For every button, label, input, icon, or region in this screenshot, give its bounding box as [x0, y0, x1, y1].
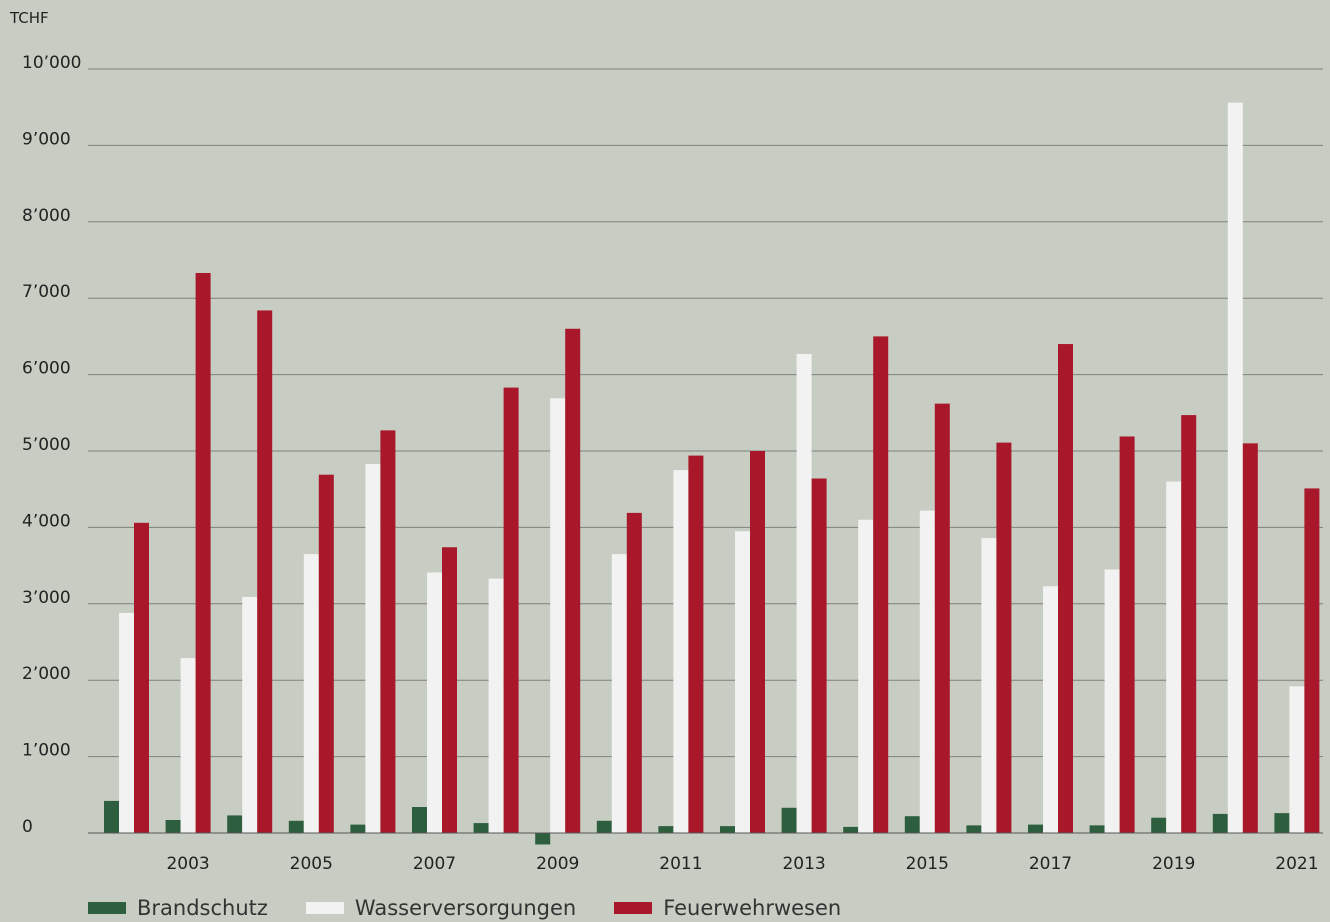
legend: Brandschutz Wasserversorgungen Feuerwehr…: [88, 896, 879, 920]
bar-feuerwehrwesen-2003: [195, 272, 211, 833]
bar-brandschutz-2006: [350, 824, 366, 833]
x-tick-label: 2013: [782, 854, 825, 874]
bar-brandschutz-2011: [658, 826, 674, 833]
bar-wasserversorgungen-2014: [858, 519, 874, 833]
bar-wasserversorgungen-2002: [119, 612, 134, 833]
x-tick-label: 2015: [906, 854, 949, 874]
bar-wasserversorgungen-2013: [796, 353, 812, 833]
gridlines: [88, 68, 1323, 758]
x-tick-label: 2011: [659, 854, 702, 874]
legend-swatch-feuerwehrwesen: [614, 902, 653, 914]
bar-feuerwehrwesen-2006: [380, 430, 396, 833]
bar-brandschutz-2015: [904, 816, 920, 833]
bar-wasserversorgungen-2012: [735, 531, 750, 833]
bar-brandschutz-2005: [288, 820, 304, 833]
bar-brandschutz-2004: [227, 815, 243, 833]
bar-wasserversorgungen-2007: [427, 572, 442, 833]
bar-brandschutz-2002: [104, 800, 119, 833]
bar-wasserversorgungen-2004: [242, 596, 258, 833]
bar-brandschutz-2013: [781, 807, 797, 833]
legend-item-brandschutz: Brandschutz: [88, 896, 268, 920]
bar-wasserversorgungen-2003: [180, 658, 196, 833]
bar-feuerwehrwesen-2009: [565, 328, 581, 833]
bar-feuerwehrwesen-2015: [934, 403, 950, 833]
bar-feuerwehrwesen-2019: [1181, 415, 1197, 833]
x-tick-label: 2009: [536, 854, 579, 874]
bar-brandschutz-2018: [1089, 825, 1105, 833]
bar-feuerwehrwesen-2010: [626, 512, 642, 833]
bar-wasserversorgungen-2020: [1227, 102, 1243, 834]
bar-wasserversorgungen-2008: [488, 578, 504, 833]
y-tick-label: 8’000: [22, 206, 71, 226]
bar-brandschutz-2003: [165, 820, 181, 833]
bar-wasserversorgungen-2005: [303, 554, 319, 833]
bar-brandschutz-2020: [1212, 813, 1228, 833]
bar-brandschutz-2010: [596, 820, 612, 833]
legend-label-feuerwehrwesen: Feuerwehrwesen: [663, 896, 842, 920]
bar-feuerwehrwesen-2011: [688, 455, 704, 833]
y-tick-label: 2’000: [22, 664, 71, 684]
bar-feuerwehrwesen-2020: [1242, 443, 1258, 833]
bar-wasserversorgungen-2017: [1043, 586, 1058, 833]
bar-feuerwehrwesen-2013: [811, 478, 827, 833]
bar-feuerwehrwesen-2012: [750, 451, 765, 833]
bar-brandschutz-2014: [843, 826, 859, 833]
y-tick-label: 1’000: [22, 741, 71, 761]
bar-brandschutz-2016: [966, 825, 982, 833]
unit-label: TCHF: [9, 9, 49, 27]
legend-swatch-wasserversorgungen: [305, 902, 344, 914]
x-tick-label: 2007: [413, 854, 456, 874]
y-tick-label: 7’000: [22, 282, 71, 302]
bar-feuerwehrwesen-2005: [318, 474, 334, 833]
x-tick-label: 2021: [1275, 854, 1318, 874]
bar-feuerwehrwesen-2007: [442, 547, 457, 833]
x-tick-label: 2019: [1152, 854, 1195, 874]
y-tick-label: 6’000: [22, 359, 71, 379]
y-tick-label: 3’000: [22, 588, 71, 608]
bar-wasserversorgungen-2021: [1289, 686, 1305, 833]
y-tick-label: 5’000: [22, 435, 71, 455]
y-tick-label: 0: [22, 817, 33, 837]
y-axis-ticks: 0 1’000 2’000 3’000 4’000 5’000 6’000 7’000 8’00…: [22, 53, 81, 837]
x-axis-ticks: 2003 2005 2007 2009 2011 2013 2015 2017 2019 2021: [166, 854, 1318, 874]
y-tick-label: 10’000: [22, 53, 81, 73]
bar-brandschutz-2009: [535, 833, 551, 845]
bar-feuerwehrwesen-2004: [257, 310, 273, 833]
legend-item-wasserversorgungen: Wasserversorgungen: [305, 896, 577, 920]
x-tick-label: 2017: [1029, 854, 1072, 874]
bar-wasserversorgungen-2016: [981, 538, 997, 833]
bar-brandschutz-2008: [473, 823, 489, 833]
bar-feuerwehrwesen-2002: [134, 522, 149, 833]
bar-wasserversorgungen-2019: [1166, 481, 1182, 833]
bars: [104, 102, 1320, 845]
bar-wasserversorgungen-2009: [550, 398, 566, 833]
bar-feuerwehrwesen-2021: [1304, 488, 1320, 833]
x-tick-label: 2003: [166, 854, 209, 874]
bar-feuerwehrwesen-2017: [1058, 344, 1073, 833]
bar-feuerwehrwesen-2008: [503, 387, 519, 833]
legend-label-brandschutz: Brandschutz: [137, 896, 268, 920]
y-tick-label: 4’000: [22, 511, 71, 531]
bar-brandschutz-2021: [1274, 813, 1290, 833]
bar-wasserversorgungen-2006: [365, 463, 381, 833]
bar-brandschutz-2017: [1028, 824, 1043, 833]
bar-wasserversorgungen-2011: [673, 470, 689, 833]
y-tick-label: 9’000: [22, 129, 71, 149]
bar-wasserversorgungen-2018: [1104, 569, 1120, 833]
x-tick-label: 2005: [290, 854, 333, 874]
bar-brandschutz-2007: [412, 807, 427, 833]
legend-item-feuerwehrwesen: Feuerwehrwesen: [614, 896, 841, 920]
bar-brandschutz-2012: [720, 826, 735, 833]
legend-label-wasserversorgungen: Wasserversorgungen: [354, 896, 577, 920]
bar-wasserversorgungen-2010: [611, 554, 627, 833]
bar-feuerwehrwesen-2018: [1119, 436, 1135, 833]
bar-feuerwehrwesen-2014: [873, 336, 889, 833]
legend-swatch-brandschutz: [88, 902, 126, 914]
bar-wasserversorgungen-2015: [919, 510, 935, 833]
bar-brandschutz-2019: [1151, 817, 1167, 833]
bar-feuerwehrwesen-2016: [996, 442, 1012, 833]
